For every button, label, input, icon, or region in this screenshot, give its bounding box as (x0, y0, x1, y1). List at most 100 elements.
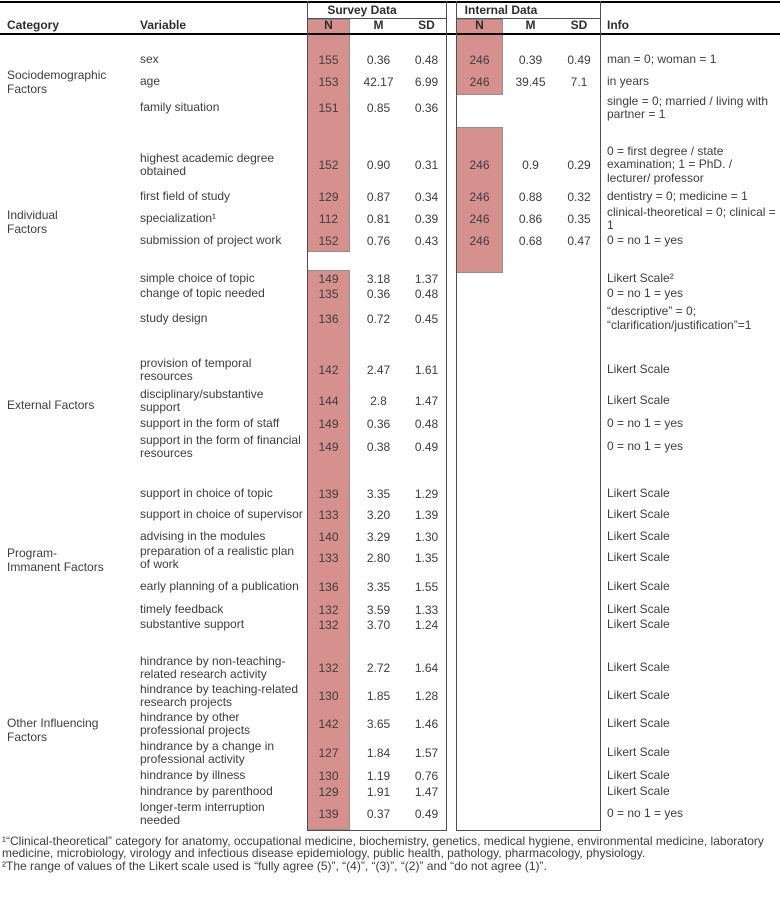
category-label-line: External Factors (7, 398, 95, 412)
variable-cell: advising in the modules (140, 528, 266, 543)
survey-n-highlight-lower (307, 270, 350, 830)
table-row: substantive support 132 3.70 1.24 Likert Sca… (0, 617, 780, 632)
survey-m-cell: 0.38 (366, 440, 391, 454)
info-cell: Likert Scale (607, 550, 670, 565)
variable-cell: change of topic needed (140, 285, 265, 300)
variable-cell: highest academic degree obtained (140, 150, 275, 178)
column-header-survey-n: N (324, 18, 333, 32)
footnote: ²The range of values of the Likert scale… (2, 858, 547, 873)
survey-n-cell: 152 (318, 158, 339, 172)
info-cell: Likert Scale (607, 716, 670, 731)
table-row: sex 155 0.36 0.48 246 0.39 0.49 man = 0; woman … (0, 49, 780, 71)
info-cell: dentistry = 0; medicine = 1 (607, 189, 748, 204)
table-row: hindrance by parenthood 129 1.91 1.47 Likert… (0, 784, 780, 799)
info-cell: “descriptive” = 0; “clarification/justif… (607, 304, 752, 332)
variable-cell: simple choice of topic (140, 270, 255, 285)
category-label: External Factors (7, 398, 139, 412)
survey-n-cell: 130 (318, 689, 339, 703)
survey-sd-cell: 0.49 (414, 807, 439, 821)
survey-m-cell: 2.8 (370, 394, 387, 408)
category-label: Individual Factors (7, 208, 139, 236)
variable-cell: disciplinary/substantive support (140, 386, 264, 414)
category-label-line: Factors (7, 222, 48, 236)
internal-m-cell: 0.9 (522, 158, 539, 172)
survey-m-cell: 0.81 (366, 212, 391, 226)
internal-data-group-header: Internal Data (464, 3, 538, 17)
survey-m-cell: 3.35 (366, 486, 391, 501)
survey-n-cell: 129 (318, 190, 339, 204)
category-label-line: Immanent Factors (7, 560, 104, 574)
info-cell: Likert Scale (607, 362, 670, 377)
variable-cell: support in the form of staff (140, 416, 280, 431)
column-header-internal-n: N (475, 18, 484, 32)
survey-sd-cell: 6.99 (414, 75, 439, 89)
info-cell: Likert Scale (607, 745, 670, 760)
info-cell: Likert Scale (607, 507, 670, 522)
info-cell: Likert Scale (607, 528, 670, 543)
table-row: longer-term interruption needed 139 0.37 0.… (0, 799, 780, 829)
table-row: submission of project work 152 0.76 0.43 246… (0, 231, 780, 251)
survey-sd-cell: 0.45 (414, 311, 439, 326)
survey-m-cell: 1.85 (366, 689, 391, 703)
table-row: provision of temporal resources 142 2.47 1.… (0, 354, 780, 386)
variable-cell: study design (140, 310, 208, 325)
table-row: hindrance by non-teaching-related resear… (0, 654, 780, 682)
variable-cell: longer-term interruption needed (140, 799, 265, 827)
survey-m-cell: 0.72 (366, 311, 391, 326)
internal-n-cell: 246 (469, 158, 490, 172)
info-cell: 0 = no 1 = yes (607, 416, 684, 431)
variable-cell: early planning of a publication (140, 579, 299, 594)
survey-sd-cell: 0.31 (414, 158, 439, 172)
table-row: change of topic needed 135 0.36 0.48 0 = no … (0, 286, 780, 301)
variable-cell: hindrance by parenthood (140, 783, 273, 798)
info-cell: Likert Scale (607, 601, 670, 616)
survey-m-cell: 0.87 (366, 190, 391, 204)
footnote: ¹“Clinical-theoretical” category for ana… (2, 834, 764, 861)
survey-m-cell: 0.85 (366, 101, 391, 115)
variable-cell: preparation of a realistic plan of work (140, 543, 295, 571)
survey-m-cell: 3.18 (366, 271, 391, 286)
info-cell: Likert Scale (607, 485, 670, 500)
column-header-survey-sd: SD (418, 18, 435, 32)
survey-n-cell: 136 (318, 580, 339, 594)
internal-n-highlight-lower (456, 127, 503, 273)
table-row: timely feedback 132 3.59 1.33 Likert Scale (0, 602, 780, 617)
table-row: hindrance by a change in professional ac… (0, 738, 780, 768)
survey-sd-cell: 0.48 (414, 286, 439, 301)
internal-sd-cell: 0.29 (567, 158, 591, 172)
survey-n-cell: 149 (318, 417, 339, 431)
table-row: early planning of a publication 136 3.35 1.… (0, 572, 780, 602)
survey-n-cell: 133 (318, 551, 339, 565)
internal-m-cell: 0.39 (518, 53, 543, 67)
survey-n-cell: 149 (318, 440, 339, 454)
table-row: hindrance by teaching-related research p… (0, 682, 780, 710)
survey-m-cell: 3.29 (366, 529, 391, 544)
survey-n-cell: 129 (318, 784, 339, 799)
table-row: preparation of a realistic plan of work 1… (0, 544, 780, 572)
internal-m-cell: 0.68 (518, 234, 543, 248)
survey-n-cell: 140 (318, 529, 339, 544)
category-label: Sociodemographic Factors (7, 68, 139, 96)
survey-sd-cell: 1.47 (414, 784, 439, 799)
survey-sd-cell: 1.61 (414, 363, 439, 377)
category-label-line: Program- (7, 546, 58, 560)
variable-cell: provision of temporal resources (140, 355, 252, 383)
variable-cell: support in the form of financial resourc… (140, 432, 301, 460)
internal-sd-cell: 7.1 (570, 75, 588, 89)
internal-box-left-border (456, 1, 457, 831)
survey-n-highlight-upper (307, 19, 350, 252)
survey-m-cell: 3.70 (366, 617, 391, 632)
variable-cell: hindrance by teaching-related research p… (140, 681, 299, 709)
survey-sd-cell: 1.57 (414, 746, 439, 760)
info-cell: in years (607, 74, 650, 89)
survey-box-left-border (307, 1, 308, 831)
info-cell: Likert Scale (607, 393, 670, 408)
survey-m-cell: 3.65 (366, 717, 391, 731)
info-cell: 0 = no 1 = yes (607, 285, 684, 300)
table-row: advising in the modules 140 3.29 1.30 Likert… (0, 529, 780, 544)
header-bottom-rule (0, 33, 780, 35)
column-header-category: Category (7, 18, 60, 32)
variable-cell: age (140, 74, 161, 89)
table-row: support in the form of staff 149 0.36 0.48 0… (0, 416, 780, 432)
